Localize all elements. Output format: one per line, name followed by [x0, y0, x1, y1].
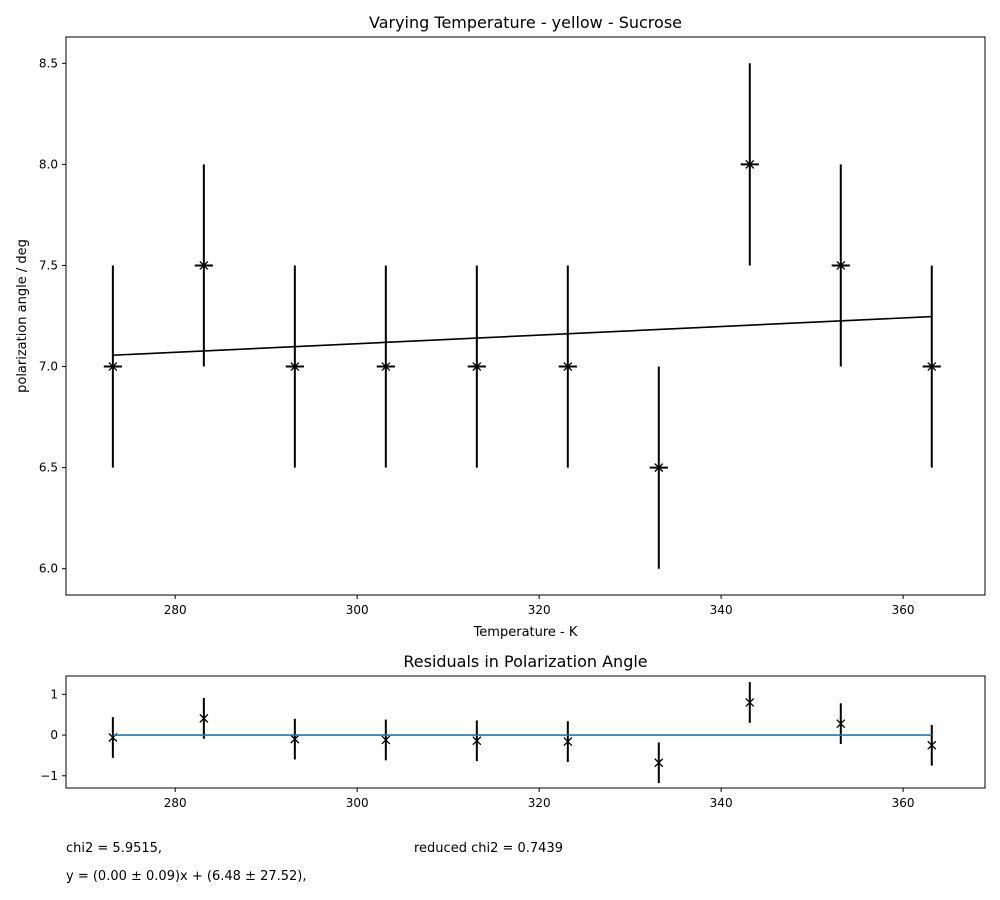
main-axes-frame: [65, 36, 986, 596]
resid-marker-stroke: [381, 735, 391, 745]
resid-ytick-label: 0: [50, 728, 58, 742]
resid-data-point: [563, 737, 573, 747]
resid-data-point: [381, 735, 391, 745]
resid-marker-stroke: [199, 713, 209, 723]
main-marker-stroke: [381, 362, 391, 372]
main-data-point: [199, 260, 209, 270]
resid-xtick-label: 360: [892, 796, 915, 810]
main-ytick-label: 8.0: [39, 157, 58, 171]
resid-xtick-label: 280: [164, 796, 187, 810]
resid-data-point: [472, 736, 482, 746]
resid-marker-stroke: [927, 740, 937, 750]
resid-marker-stroke: [745, 698, 755, 707]
main-marker-stroke: [108, 362, 118, 372]
main-ytick-label: 7.5: [39, 258, 58, 272]
main-marker-stroke: [654, 463, 664, 473]
resid-xtick-label: 320: [528, 796, 551, 810]
resid-marker-stroke: [654, 758, 664, 768]
main-data-point: [108, 362, 118, 372]
resid-data-point: [836, 719, 846, 729]
main-fit-line: [112, 315, 932, 357]
main-marker-stroke: [745, 159, 755, 169]
resid-data-point: [745, 698, 755, 707]
main-marker-stroke: [290, 362, 300, 372]
main-xtick-label: 340: [710, 603, 733, 617]
chi2-text: chi2 = 5.9515,: [66, 841, 163, 856]
resid-ytick-label: −1: [40, 769, 58, 783]
resid-xtick-label: 340: [710, 796, 733, 810]
main-marker-stroke: [836, 260, 846, 270]
main-xtick-label: 280: [164, 603, 187, 617]
resid-data-point: [654, 758, 664, 768]
main-data-point: [836, 260, 846, 270]
resid-title: Residuals in Polarization Angle: [403, 652, 647, 671]
main-marker-stroke: [472, 362, 482, 372]
resid-marker-stroke: [290, 734, 300, 744]
main-data-point: [745, 159, 755, 169]
main-xlabel: Temperature - K: [473, 625, 578, 640]
resid-data-point: [199, 713, 209, 723]
main-data-point: [927, 362, 937, 372]
main-plot-area: [62, 36, 986, 599]
main-data-point: [654, 463, 664, 473]
resid-marker-stroke: [563, 737, 573, 747]
resid-axes-frame: [65, 675, 986, 789]
resid-ytick-label: 1: [50, 687, 58, 701]
main-ylabel: polarization angle / deg: [15, 239, 30, 393]
main-xtick-label: 300: [346, 603, 369, 617]
main-xtick-label: 320: [528, 603, 551, 617]
main-xtick-label: 360: [892, 603, 915, 617]
resid-data-point: [290, 734, 300, 744]
main-marker-stroke: [927, 362, 937, 372]
main-title: Varying Temperature - yellow - Sucrose: [369, 13, 682, 32]
resid-plot-area: [62, 675, 986, 792]
fit-equation-text: y = (0.00 ± 0.09)x + (6.48 ± 27.52),: [66, 869, 307, 884]
resid-marker-stroke: [472, 736, 482, 746]
main-data-point: [290, 362, 300, 372]
main-ytick-label: 7.0: [39, 360, 58, 374]
resid-data-point: [927, 740, 937, 750]
main-data-point: [563, 362, 573, 372]
main-ytick-label: 6.5: [39, 461, 58, 475]
main-data-point: [472, 362, 482, 372]
main-marker-stroke: [563, 362, 573, 372]
main-marker-stroke: [199, 260, 209, 270]
main-ytick-label: 6.0: [39, 562, 58, 576]
resid-marker-stroke: [836, 719, 846, 729]
reduced-chi2-text: reduced chi2 = 0.7439: [414, 841, 563, 856]
main-ytick-label: 8.5: [39, 56, 58, 70]
resid-xtick-label: 300: [346, 796, 369, 810]
main-data-point: [381, 362, 391, 372]
